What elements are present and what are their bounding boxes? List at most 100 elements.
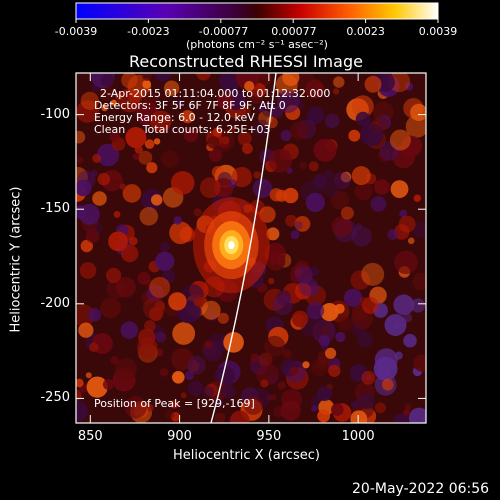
image-texture-blob: [221, 384, 236, 399]
image-texture-blob: [412, 272, 426, 291]
image-texture-blob: [276, 90, 300, 113]
peak-source-glow: [228, 241, 235, 250]
image-texture-blob: [331, 403, 344, 416]
image-texture-blob: [260, 379, 269, 388]
image-texture-blob: [202, 386, 214, 398]
image-texture-blob: [76, 401, 88, 422]
image-texture-blob: [105, 267, 122, 284]
image-texture-blob: [89, 342, 99, 353]
x-tick-label: 1000: [341, 429, 375, 444]
image-texture-blob: [273, 405, 285, 418]
image-texture-blob: [119, 183, 127, 190]
image-texture-blob: [325, 113, 340, 129]
image-texture-blob: [290, 121, 309, 140]
image-texture-blob: [132, 153, 140, 160]
image-texture-blob: [359, 296, 369, 307]
image-texture-blob: [139, 207, 159, 226]
image-texture-blob: [120, 321, 139, 339]
image-texture-blob: [159, 368, 169, 377]
image-texture-blob: [86, 376, 108, 398]
image-texture-blob: [283, 187, 299, 204]
image-texture-blob: [350, 400, 359, 409]
image-texture-blob: [325, 347, 337, 359]
image-texture-blob: [155, 251, 175, 271]
image-texture-blob: [124, 396, 147, 419]
image-texture-blob: [121, 244, 139, 263]
image-texture-blob: [168, 292, 187, 311]
image-texture-blob: [413, 194, 421, 202]
image-texture-blob: [100, 297, 121, 319]
y-ticks: [76, 114, 426, 399]
image-texture-blob: [272, 294, 293, 316]
image-texture-blob: [317, 409, 330, 423]
colorbar-tick-label: -0.0039: [54, 25, 98, 38]
image-texture-blob: [268, 277, 275, 285]
image-texture-blob: [228, 179, 237, 189]
image-texture-blob: [374, 179, 390, 195]
x-tick-label: 900: [167, 429, 192, 444]
image-texture-blob: [351, 166, 371, 186]
image-texture-blob: [313, 138, 337, 162]
image-texture-blob: [320, 303, 339, 322]
colorbar-tick-label: 0.0039: [418, 25, 458, 38]
image-texture-blob: [407, 237, 415, 245]
image-texture-blob: [142, 80, 152, 89]
image-texture-blob: [76, 378, 84, 388]
image-texture-blob: [173, 216, 182, 225]
image-texture-blob: [114, 358, 137, 381]
image-texture-blob: [175, 99, 183, 108]
image-texture-blob: [370, 196, 387, 212]
image-texture-blob: [299, 161, 308, 170]
image-texture-blob: [355, 111, 371, 127]
image-texture-blob: [155, 331, 167, 343]
y-tick-label: -150: [40, 201, 70, 217]
image-texture-blob: [318, 335, 331, 347]
image-texture-blob: [350, 410, 368, 423]
image-texture-blob: [335, 331, 346, 343]
image-texture-blob: [256, 363, 279, 386]
image-texture-blob: [255, 73, 272, 87]
info-energy: Energy Range: 6.0 - 12.0 keV: [94, 111, 255, 124]
image-texture-blob: [248, 89, 263, 105]
image-texture-blob: [97, 172, 111, 186]
image-texture-blob: [193, 297, 203, 307]
image-texture-blob: [181, 110, 195, 124]
image-texture-blob: [277, 381, 286, 390]
image-texture-blob: [161, 150, 180, 168]
image-texture-blob: [223, 332, 244, 353]
image-texture-blob: [199, 177, 221, 199]
x-axis-label: Heliocentric X (arcsec): [173, 448, 320, 463]
image-texture-blob: [80, 91, 99, 110]
image-texture-blob: [252, 178, 273, 199]
image-texture-blob: [214, 412, 226, 423]
image-texture-blob: [293, 73, 317, 96]
x-ticks: [89, 73, 359, 423]
image-texture-blob: [408, 407, 426, 423]
image-texture-blob: [115, 92, 123, 100]
image-texture-blob: [121, 73, 138, 89]
image-texture-blob: [269, 188, 283, 202]
image-texture-blob: [378, 148, 392, 162]
image-texture-blob: [92, 191, 107, 206]
image-texture-blob: [110, 356, 119, 365]
image-texture-blob: [302, 361, 310, 369]
image-texture-blob: [295, 266, 313, 284]
image-texture-blob: [410, 103, 426, 121]
image-texture-blob: [294, 221, 303, 230]
image-texture-blob: [357, 392, 375, 410]
y-axis-label: Heliocentric Y (arcsec): [8, 186, 24, 333]
image-texture-blob: [306, 301, 325, 320]
image-blobs: [76, 73, 426, 423]
image-texture-blob: [85, 372, 92, 379]
image-texture-blob: [109, 131, 120, 142]
image-texture-blob: [219, 73, 241, 92]
image-texture-blob: [333, 88, 340, 95]
image-texture-blob: [348, 129, 361, 142]
image-texture-blob: [76, 156, 84, 164]
image-texture-blob: [92, 153, 102, 163]
image-texture-blob: [230, 410, 250, 423]
image-texture-blob: [361, 262, 385, 286]
image-texture-blob: [403, 409, 410, 416]
image-texture-blob: [183, 127, 199, 143]
image-texture-blob: [337, 316, 352, 331]
